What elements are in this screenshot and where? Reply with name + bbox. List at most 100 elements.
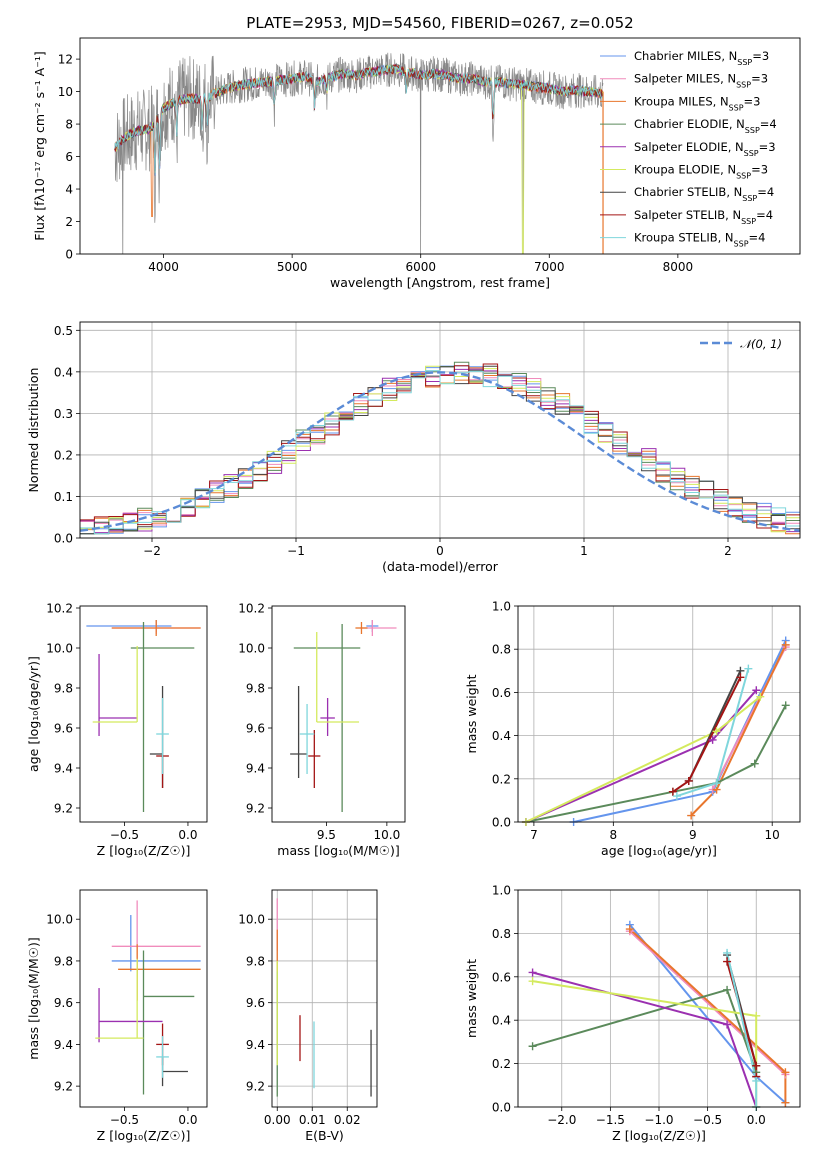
z-weight-ytick-label: 0.8 bbox=[492, 927, 511, 941]
z-mass-xtick-label: −0.5 bbox=[110, 1113, 139, 1127]
spectrum-ytick-label: 2 bbox=[65, 215, 73, 229]
z-mass-xlabel: Z [log₁₀(Z/Z☉)] bbox=[97, 1128, 191, 1143]
hist-xtick-label: −2 bbox=[143, 544, 161, 558]
z-mass-frame bbox=[79, 889, 208, 1108]
hist-legend-label: 𝒩(0, 1) bbox=[740, 337, 782, 351]
z-mass-ytick-label: 9.8 bbox=[54, 954, 73, 968]
spectrum-xtick-label: 6000 bbox=[405, 260, 436, 274]
ebv-mass-xtick-label: 0.01 bbox=[299, 1113, 326, 1127]
age-weight-marker bbox=[736, 673, 745, 682]
z-weight-marker bbox=[723, 985, 732, 994]
z-weight-marker bbox=[528, 968, 537, 977]
age-weight-marker bbox=[708, 735, 717, 744]
age-weight-marker bbox=[712, 727, 721, 736]
hist-ytick-label: 0.1 bbox=[54, 490, 73, 504]
hist-plot bbox=[80, 361, 800, 535]
hist-xlabel: (data-model)/error bbox=[382, 559, 499, 574]
mass-age-xlabel: mass [log₁₀(M/M☉)] bbox=[277, 843, 399, 858]
mass-age-frame bbox=[271, 605, 406, 823]
z-weight-marker bbox=[752, 1011, 761, 1020]
z-mass-xtick-label: 0.0 bbox=[178, 1113, 197, 1127]
age-weight-marker bbox=[687, 811, 696, 820]
age-weight-marker bbox=[750, 759, 759, 768]
age-weight-ytick-label: 0.2 bbox=[492, 772, 511, 786]
age-weight-weight-line bbox=[525, 695, 761, 822]
mass-age-ytick-label: 9.2 bbox=[246, 802, 265, 816]
mass-age-ytick-label: 10.2 bbox=[238, 602, 265, 616]
z-weight-xtick-label: 0.0 bbox=[747, 1113, 766, 1127]
ebv-mass-axes bbox=[272, 890, 377, 1107]
z-weight-ytick-label: 0.2 bbox=[492, 1057, 511, 1071]
ebv-mass-ytick-label: 9.2 bbox=[246, 1080, 265, 1094]
spectrum-ylabel: Flux [fλ10⁻¹⁷ erg cm⁻² s⁻¹ A⁻¹] bbox=[32, 51, 47, 240]
ebv-mass-frame bbox=[271, 889, 378, 1108]
ebv-mass-xtick-label: 0.00 bbox=[264, 1113, 291, 1127]
spectrum-frame bbox=[79, 37, 801, 255]
spectrum-model-line bbox=[114, 64, 603, 176]
legend-label: Chabrier MILES, NSSP=3 bbox=[634, 49, 769, 67]
z-weight-xtick-label: −2.0 bbox=[547, 1113, 576, 1127]
hist-ytick-label: 0.5 bbox=[54, 324, 73, 338]
z-age-ytick-label: 10.2 bbox=[46, 602, 73, 616]
age-weight-marker bbox=[752, 686, 761, 695]
legend-label: Salpeter ELODIE, NSSP=3 bbox=[634, 140, 776, 158]
spectrum-legend: Chabrier MILES, NSSP=3 Salpeter MILES, NS… bbox=[600, 49, 777, 248]
hist-ytick-label: 0.0 bbox=[54, 532, 73, 546]
spectrum-ytick-label: 6 bbox=[65, 150, 73, 164]
z-mass-ytick-label: 9.4 bbox=[54, 1038, 73, 1052]
age-weight-plot bbox=[525, 640, 787, 822]
age-weight-ylabel: mass weight bbox=[464, 674, 479, 753]
z-weight-marker bbox=[723, 948, 732, 957]
spectrum-xlabel: wavelength [Angstrom, rest frame] bbox=[330, 275, 550, 290]
legend-label: Kroupa ELODIE, NSSP=3 bbox=[634, 163, 768, 181]
age-weight-xlabel: age [log₁₀(age/yr)] bbox=[601, 843, 717, 858]
hist-ytick-label: 0.3 bbox=[54, 407, 73, 421]
spectrum-ytick-label: 4 bbox=[65, 183, 73, 197]
spectrum-plot bbox=[114, 52, 604, 254]
z-weight-marker bbox=[781, 1068, 790, 1077]
z-age-xtick-label: 0.0 bbox=[178, 828, 197, 842]
z-age-frame bbox=[79, 605, 208, 823]
mass-age-ytick-label: 10.0 bbox=[238, 642, 265, 656]
z-mass-ytick-label: 9.2 bbox=[54, 1080, 73, 1094]
spectrum-ytick-label: 8 bbox=[65, 118, 73, 132]
z-age-ylabel: age [log₁₀(age/yr)] bbox=[26, 656, 41, 772]
age-weight-marker bbox=[781, 701, 790, 710]
spectrum-ytick-label: 12 bbox=[58, 53, 73, 67]
age-weight-marker bbox=[672, 792, 681, 801]
z-age-plot bbox=[86, 620, 201, 812]
z-weight-marker bbox=[723, 1020, 732, 1029]
age-weight-axes bbox=[518, 605, 800, 823]
legend-label: Chabrier STELIB, NSSP=4 bbox=[634, 185, 774, 203]
z-weight-ytick-label: 0.4 bbox=[492, 1014, 511, 1028]
z-weight-axes bbox=[518, 889, 800, 1108]
z-age-ytick-label: 9.8 bbox=[54, 682, 73, 696]
z-mass-ytick-label: 9.6 bbox=[54, 996, 73, 1010]
z-age-xlabel: Z [log₁₀(Z/Z☉)] bbox=[97, 843, 191, 858]
mass-age-xtick-label: 10.0 bbox=[374, 828, 401, 842]
hist-xtick-label: 1 bbox=[580, 544, 588, 558]
spectrum-ytick-label: 10 bbox=[58, 85, 73, 99]
age-weight-ytick-label: 0.4 bbox=[492, 729, 511, 743]
age-weight-marker bbox=[781, 640, 790, 649]
z-weight-marker bbox=[723, 957, 732, 966]
hist-ytick-label: 0.4 bbox=[54, 365, 73, 379]
hist-step-line bbox=[80, 370, 800, 535]
z-weight-marker bbox=[752, 1076, 761, 1085]
mass-age-ytick-label: 9.6 bbox=[246, 722, 265, 736]
normal-reference-line bbox=[80, 371, 800, 532]
spectrum-xtick-label: 8000 bbox=[663, 260, 694, 274]
spectrum-ytick-label: 0 bbox=[65, 248, 73, 262]
ebv-mass-ytick-label: 9.8 bbox=[246, 954, 265, 968]
age-weight-ytick-label: 0.6 bbox=[492, 686, 511, 700]
z-weight-marker bbox=[528, 977, 537, 986]
age-weight-frame bbox=[517, 605, 801, 823]
hist-ylabel: Normed distribution bbox=[26, 368, 41, 493]
mass-age-ytick-label: 9.4 bbox=[246, 762, 265, 776]
age-weight-ytick-label: 0.0 bbox=[492, 816, 511, 830]
hist-xtick-label: 0 bbox=[436, 544, 444, 558]
z-mass-ytick-label: 10.0 bbox=[46, 913, 73, 927]
z-weight-weight-line bbox=[532, 971, 758, 1107]
ebv-mass-ytick-label: 9.6 bbox=[246, 996, 265, 1010]
